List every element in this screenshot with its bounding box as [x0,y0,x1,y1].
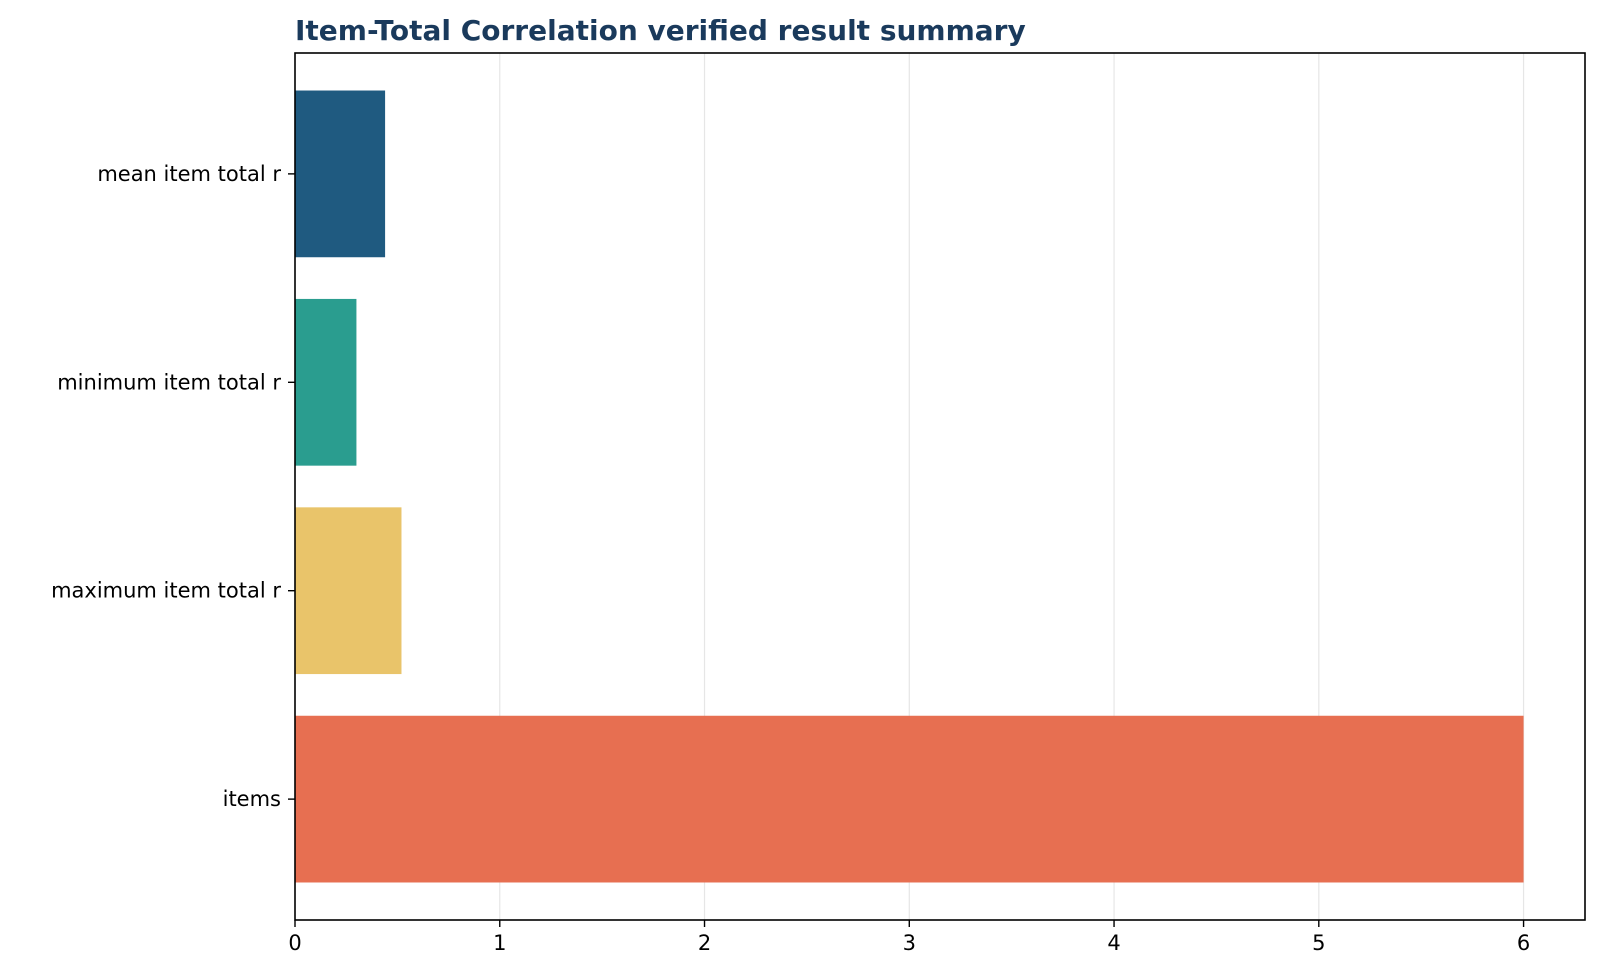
bar [295,507,402,675]
y-axis-ticks: mean item total r minimum item total r max… [51,162,295,811]
x-tick-label: 3 [903,931,916,955]
grid-lines [294,53,1525,920]
y-tick-label: items [223,787,281,811]
y-tick-label: minimum item total r [57,370,281,394]
x-tick-label: 2 [698,931,711,955]
bars [295,90,1524,883]
x-tick-label: 1 [493,931,506,955]
x-tick-label: 6 [1517,931,1530,955]
bar [295,90,386,258]
x-axis-ticks: 0 1 2 3 4 5 6 [288,920,1530,955]
bar [295,715,1524,883]
x-tick-label: 4 [1107,931,1120,955]
x-tick-label: 5 [1312,931,1325,955]
chart-title: Item-Total Correlation verified result s… [295,14,1026,47]
bar [295,298,357,466]
plot-frame [294,52,1586,921]
y-tick-label: maximum item total r [51,579,281,603]
x-tick-label: 0 [288,931,301,955]
y-tick-label: mean item total r [97,162,281,186]
